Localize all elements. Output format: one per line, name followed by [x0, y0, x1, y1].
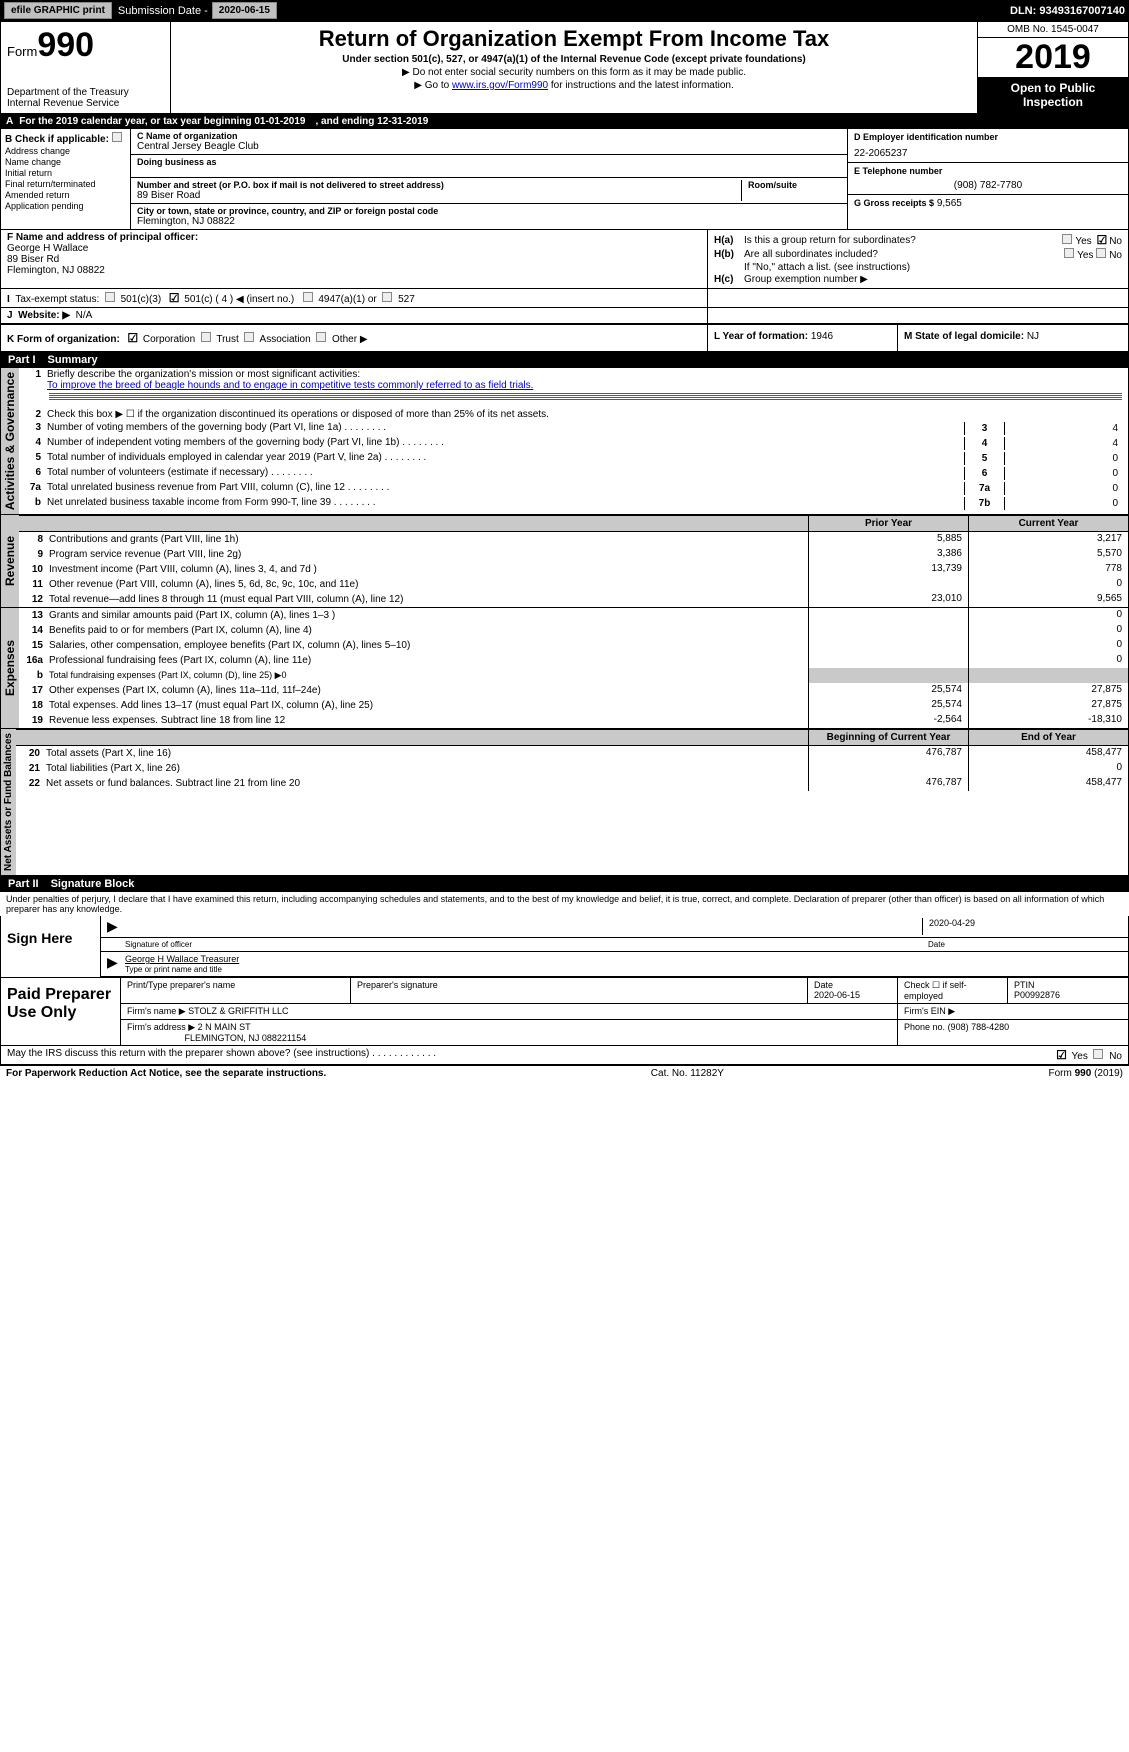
line-20: 20Total assets (Part X, line 16)476,7874… [16, 746, 1128, 761]
gov-line-3: 3Number of voting members of the governi… [19, 421, 1128, 436]
goto-note: ▶ Go to www.irs.gov/Form990 for instruct… [179, 80, 969, 91]
omb-number: OMB No. 1545-0047 [978, 22, 1128, 38]
sign-section: Sign Here ▶ 2020-04-29 Signature of offi… [0, 916, 1129, 978]
paid-preparer-section: Paid Preparer Use Only Print/Type prepar… [0, 978, 1129, 1046]
section-bcd: B Check if applicable: Address change Na… [0, 129, 1129, 230]
revenue-header: Prior Year Current Year [19, 515, 1128, 532]
header-left: Form990 Department of the Treasury Inter… [1, 22, 171, 113]
line-12: 12Total revenue—add lines 8 through 11 (… [19, 592, 1128, 607]
section-governance: Activities & Governance 1Briefly describ… [1, 368, 1128, 515]
perjury-text: Under penalties of perjury, I declare th… [0, 892, 1129, 916]
tax-year: 2019 [978, 38, 1128, 77]
line-17: 17Other expenses (Part IX, column (A), l… [19, 683, 1128, 698]
netassets-header: Beginning of Current Year End of Year [16, 729, 1128, 746]
row-j: J Website: ▶ N/A [0, 308, 1129, 324]
line-10: 10Investment income (Part VIII, column (… [19, 562, 1128, 577]
col-b-checkboxes: B Check if applicable: Address change Na… [1, 129, 131, 229]
submission-date-button[interactable]: 2020-06-15 [212, 2, 277, 19]
summary-box: Activities & Governance 1Briefly describ… [0, 368, 1129, 876]
line-21: 21Total liabilities (Part X, line 26)0 [16, 761, 1128, 776]
chk-initial-return[interactable]: Initial return [5, 168, 126, 178]
open-to-public: Open to Public Inspection [978, 77, 1128, 113]
chk-pending[interactable]: Application pending [5, 201, 126, 211]
form-header: Form990 Department of the Treasury Inter… [0, 21, 1129, 114]
part1-header: Part I Summary [0, 352, 1129, 368]
line-13: 13Grants and similar amounts paid (Part … [19, 608, 1128, 623]
gov-line-4: 4Number of independent voting members of… [19, 436, 1128, 451]
line-11: 11Other revenue (Part VIII, column (A), … [19, 577, 1128, 592]
department: Department of the Treasury Internal Reve… [7, 87, 164, 109]
submission-label: Submission Date - [118, 5, 208, 17]
org-city: Flemington, NJ 08822 [137, 216, 841, 227]
org-name: Central Jersey Beagle Club [137, 141, 841, 152]
gov-line-7a: 7aTotal unrelated business revenue from … [19, 481, 1128, 496]
gross-receipts: 9,565 [937, 198, 962, 209]
row-fh: F Name and address of principal officer:… [0, 230, 1129, 289]
phone-value: (908) 782-7780 [854, 176, 1122, 191]
section-netassets: Net Assets or Fund Balances Beginning of… [1, 729, 1128, 875]
org-street: 89 Biser Road [137, 190, 741, 201]
header-title: Return of Organization Exempt From Incom… [171, 22, 978, 113]
form-number: Form990 [7, 26, 164, 65]
gov-line-6: 6Total number of volunteers (estimate if… [19, 466, 1128, 481]
dln: DLN: 93493167007140 [1010, 5, 1125, 17]
line-18: 18Total expenses. Add lines 13–17 (must … [19, 698, 1128, 713]
line-15: 15Salaries, other compensation, employee… [19, 638, 1128, 653]
chk-final-return[interactable]: Final return/terminated [5, 179, 126, 189]
header-right: OMB No. 1545-0047 2019 Open to Public In… [978, 22, 1128, 113]
row-a-calendar: A For the 2019 calendar year, or tax yea… [0, 114, 1129, 129]
row-i: I Tax-exempt status: 501(c)(3) ☑ 501(c) … [0, 289, 1129, 308]
chk-amended[interactable]: Amended return [5, 190, 126, 200]
gov-line-b: bNet unrelated business taxable income f… [19, 496, 1128, 511]
irs-link[interactable]: www.irs.gov/Form990 [452, 80, 548, 91]
mission-link[interactable]: To improve the breed of beagle hounds an… [47, 380, 533, 391]
chk-name-change[interactable]: Name change [5, 157, 126, 167]
line-22: 22Net assets or fund balances. Subtract … [16, 776, 1128, 791]
gov-line-5: 5Total number of individuals employed in… [19, 451, 1128, 466]
col-c-org-info: C Name of organization Central Jersey Be… [131, 129, 848, 229]
efile-button[interactable]: efile GRAPHIC print [4, 2, 112, 19]
line-19: 19Revenue less expenses. Subtract line 1… [19, 713, 1128, 728]
line-14: 14Benefits paid to or for members (Part … [19, 623, 1128, 638]
section-expenses: Expenses 13Grants and similar amounts pa… [1, 608, 1128, 729]
ein-value: 22-2065237 [854, 142, 1122, 159]
col-d-ein: D Employer identification number 22-2065… [848, 129, 1128, 229]
group-return: H(a) Is this a group return for subordin… [708, 230, 1128, 288]
line-9: 9Program service revenue (Part VIII, lin… [19, 547, 1128, 562]
line-b: bTotal fundraising expenses (Part IX, co… [19, 668, 1128, 683]
discuss-row: May the IRS discuss this return with the… [0, 1046, 1129, 1065]
page-footer: For Paperwork Reduction Act Notice, see … [0, 1065, 1129, 1081]
principal-officer: F Name and address of principal officer:… [1, 230, 708, 288]
page-title: Return of Organization Exempt From Incom… [179, 26, 969, 52]
line-8: 8Contributions and grants (Part VIII, li… [19, 532, 1128, 547]
row-klm: K Form of organization: ☑ Corporation Tr… [0, 324, 1129, 352]
part2-header: Part II Signature Block [0, 876, 1129, 892]
topbar: efile GRAPHIC print Submission Date - 20… [0, 0, 1129, 21]
section-revenue: Revenue Prior Year Current Year 8Contrib… [1, 515, 1128, 608]
chk-address-change[interactable]: Address change [5, 146, 126, 156]
line-16a: 16aProfessional fundraising fees (Part I… [19, 653, 1128, 668]
